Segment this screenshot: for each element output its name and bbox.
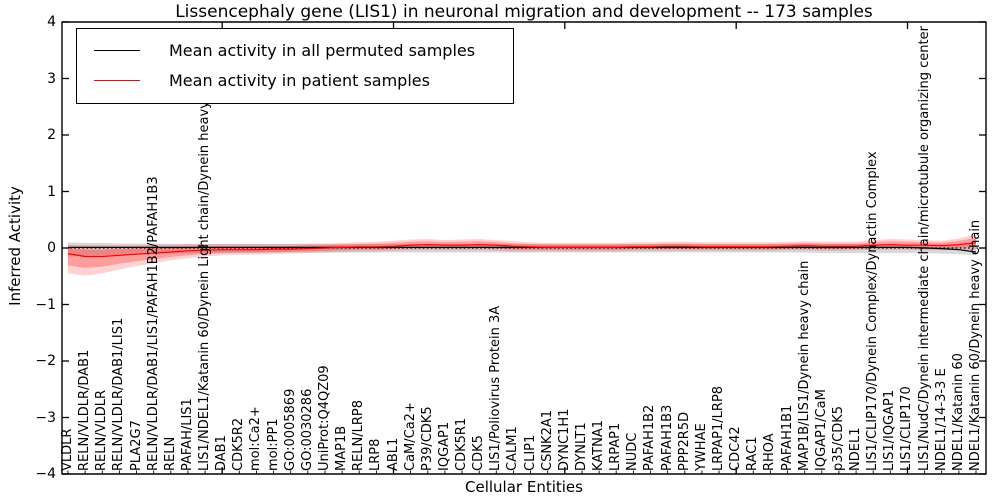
x-tick-label: PAFAH1B3: [659, 404, 675, 471]
x-tick-label: PAFAH/LIS1: [179, 398, 195, 471]
x-tick-label: mol:PP1: [265, 418, 281, 471]
legend-entry: Mean activity in all permuted samples: [77, 35, 513, 65]
legend-label: Mean activity in all permuted samples: [169, 40, 476, 60]
x-tick-label: NUDC: [625, 432, 641, 471]
x-tick-label: LRPAP1/LRP8: [711, 385, 727, 471]
patient-mean-line: [67, 242, 977, 258]
x-tick-label: MAP1B: [334, 425, 350, 471]
x-tick-label: RHOA: [762, 433, 778, 471]
x-tick-label: CDK5R2: [231, 417, 247, 471]
x-tick-label: DAB1: [214, 435, 230, 471]
x-tick-label: IQGAP1: [436, 421, 452, 471]
x-tick-label: LIS1/Poliovirus Protein 3A: [488, 305, 504, 471]
chart-title: Lissencephaly gene (LIS1) in neuronal mi…: [175, 2, 873, 22]
x-tick-label: CDC42: [728, 426, 744, 471]
x-tick-label: NDEL1/Katanin 60/Dynein heavy chain: [968, 219, 983, 471]
y-tick-label: −4: [35, 466, 56, 482]
permuted-band: [68, 242, 976, 257]
x-tick-label: mol:Ca2+: [248, 406, 264, 471]
x-tick-label: KATNA1: [591, 419, 607, 471]
x-tick-label: PLA2G7: [128, 420, 144, 471]
x-tick-label: NDEL1: [848, 427, 864, 471]
legend-line-permuted-icon: [94, 49, 140, 51]
x-tick-label: RAC1: [745, 436, 761, 471]
legend-line-patient-icon: [94, 79, 140, 81]
x-tick-label: CALM1: [505, 426, 521, 471]
x-tick-label: RELN/VLDLR/DAB1/LIS1/PAFAH1B2/PAFAH1B3: [145, 176, 161, 471]
x-tick-label: GO:0005869: [282, 388, 298, 471]
y-tick-label: 4: [47, 14, 56, 30]
y-tick-label: 2: [47, 127, 56, 143]
x-tick-label: LIS1/CLIP170/Dynein Complex/Dynactin Com…: [865, 151, 881, 471]
x-tick-label: RELN/VLDLR/DAB1/LIS1: [111, 317, 127, 471]
y-tick-label: −1: [35, 296, 56, 313]
legend-entry: Mean activity in patient samples: [77, 65, 513, 95]
y-tick-label: −3: [35, 409, 56, 426]
x-tick-label: LIS1/NudC/Dynein intermediate chain/micr…: [916, 26, 932, 471]
x-tick-label: LIS1/CLIP170: [899, 386, 915, 471]
x-tick-label: IQGAP1/CaM: [813, 389, 829, 471]
x-tick-label: LRPAP1: [608, 422, 624, 471]
x-tick-label: RELN/VLDLR/DAB1: [77, 349, 93, 471]
x-axis-label: Cellular Entities: [465, 478, 583, 496]
x-tick-label: CaM/Ca2+: [402, 402, 418, 471]
x-tick-label: CSNK2A1: [539, 409, 555, 471]
x-tick-label: CLIP1: [522, 434, 538, 471]
x-tick-label: LIS1/IQGAP1: [882, 389, 898, 471]
legend-box: Mean activity in all permuted samples Mea…: [76, 28, 514, 104]
patient-band-outer: [68, 234, 976, 276]
x-tick-label: p35/CDK5: [830, 405, 846, 471]
x-tick-label: DYNC1H1: [556, 408, 572, 471]
x-tick-label: RELN/VLDLR: [94, 389, 110, 471]
legend-label: Mean activity in patient samples: [169, 70, 430, 90]
x-tick-label: VLDLR: [60, 428, 75, 471]
patient-band-inner: [68, 237, 976, 268]
y-tick-label: 1: [47, 183, 56, 200]
y-tick-label: 3: [47, 70, 56, 87]
x-tick-label: PAFAH1B1: [779, 404, 795, 471]
permuted-mean-line: [68, 246, 977, 253]
x-tick-label: YWHAE: [693, 423, 709, 471]
y-tick-label: 0: [47, 240, 56, 256]
y-tick-label: −2: [35, 353, 56, 369]
x-tick-label: CDK5R1: [454, 417, 470, 471]
x-tick-label: LIS1/NDEL1/Katanin 60/Dynein Light chain…: [197, 61, 213, 471]
x-tick-label: NDEL1/14-3-3 E: [933, 368, 949, 471]
x-tick-label: ABL1: [385, 437, 401, 471]
x-tick-label: LRP8: [368, 438, 384, 471]
x-tick-label: NDEL1/Katanin 60: [950, 353, 966, 471]
x-tick-label: PAFAH1B2: [642, 404, 658, 471]
x-tick-label: RELN/LRP8: [351, 400, 367, 471]
x-tick-label: RELN: [162, 436, 178, 471]
x-tick-label: UniProt:Q4QZ09: [316, 365, 332, 471]
x-tick-label: P39/CDK5: [419, 406, 435, 471]
x-tick-label: GO:0030286: [299, 388, 315, 471]
x-tick-label: PPP2R5D: [676, 411, 692, 471]
x-tick-label: DYNLT1: [573, 422, 589, 471]
x-tick-label: MAP1B/LIS1/Dynein heavy chain: [796, 260, 812, 471]
x-tick-label: CDK5: [471, 435, 487, 471]
